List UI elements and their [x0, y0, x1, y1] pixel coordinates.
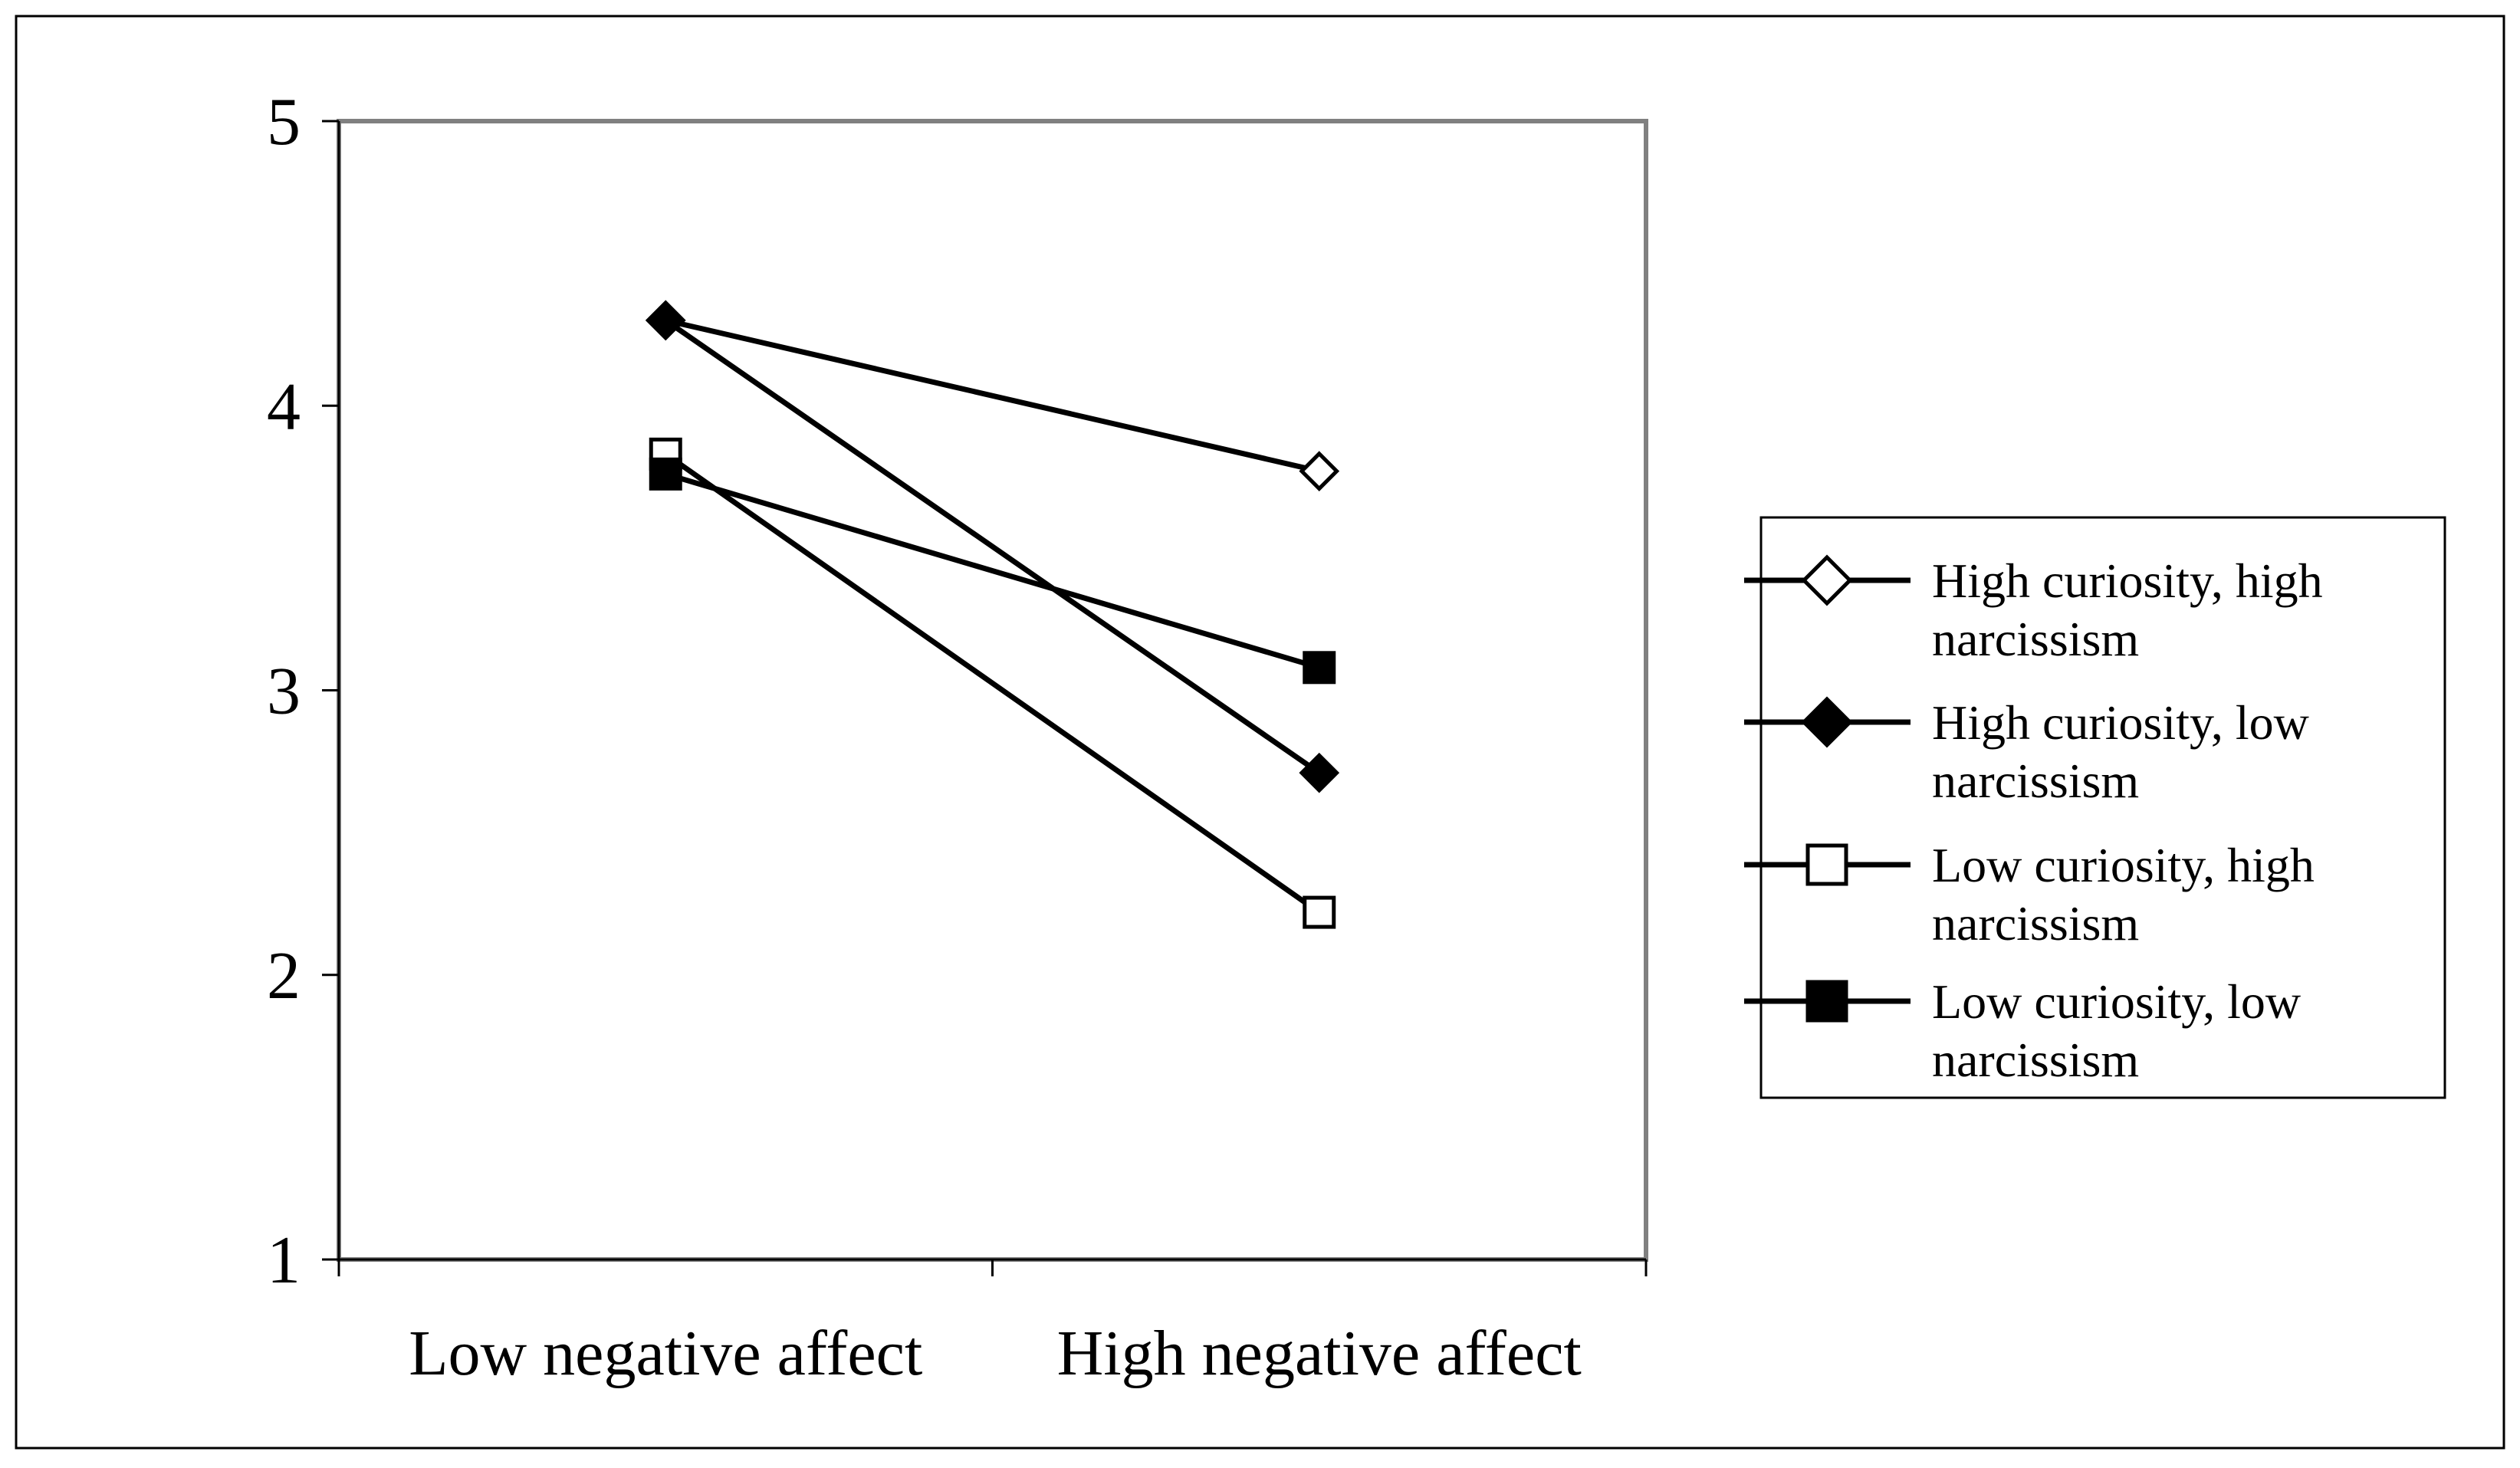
x-tick-label: High negative affect: [1057, 1318, 1582, 1389]
data-point: [1303, 895, 1336, 929]
x-tick-label: Low negative affect: [409, 1318, 922, 1389]
legend-marker: [1801, 696, 1853, 748]
data-point: [1299, 752, 1340, 793]
legend-label: narcissism: [1932, 612, 2139, 666]
legend-label: High curiosity, high: [1932, 553, 2323, 608]
series-line: [665, 317, 1320, 475]
legend-label: Low curiosity, high: [1932, 838, 2315, 892]
legend-label: narcissism: [1932, 1033, 2139, 1087]
legend-label: High curiosity, low: [1932, 695, 2309, 750]
series-line: [665, 471, 1320, 671]
axes: 1 2 3 4 5 Low negative affect High negative af…: [267, 85, 1648, 1389]
legend-marker: [1805, 843, 1848, 886]
data-point: [1299, 451, 1340, 491]
y-tick-label: 3: [267, 655, 301, 729]
legend-label: Low curiosity, low: [1932, 974, 2301, 1029]
legend-marker: [1801, 554, 1853, 606]
series-line: [664, 317, 1321, 776]
series-4: [649, 457, 1336, 685]
y-tick-label: 5: [267, 85, 301, 159]
plot-area: [337, 119, 1648, 1262]
data-point: [645, 300, 686, 341]
legend-label: narcissism: [1932, 896, 2139, 951]
series-2: [645, 300, 1340, 793]
y-tick-label: 2: [267, 939, 301, 1013]
series-line: [664, 452, 1321, 915]
data-point: [1303, 651, 1336, 685]
y-tick-label: 4: [267, 369, 301, 444]
data-point: [649, 457, 682, 491]
series-layer: [645, 300, 1340, 929]
legend-marker: [1805, 980, 1848, 1023]
y-tick-label: 1: [267, 1223, 301, 1298]
plot-area-border: [337, 119, 1648, 1262]
legend-label: narcissism: [1932, 754, 2139, 808]
